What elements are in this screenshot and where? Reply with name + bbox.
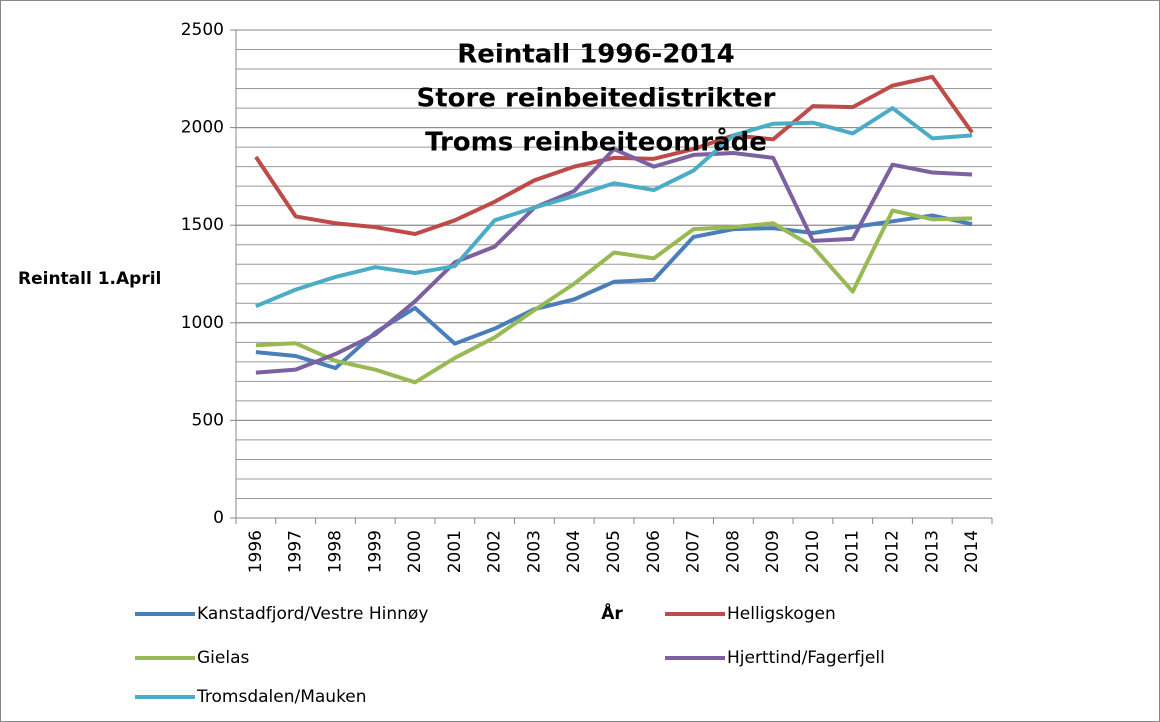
legend-label: Hjerttind/Fagerfjell (727, 648, 885, 668)
x-tick-label: 2000 (405, 530, 425, 573)
series-line (254, 74, 974, 236)
x-tick-label: 2010 (803, 530, 823, 573)
legend-label: Tromsdalen/Mauken (196, 687, 367, 707)
x-tick-label: 2003 (524, 530, 544, 573)
x-tick-label: 2014 (962, 530, 982, 573)
x-tick-label: 2001 (445, 530, 465, 573)
y-tick-label: 2500 (181, 20, 224, 40)
x-tick-label: 2009 (763, 530, 783, 573)
x-tick-label: 2012 (883, 530, 903, 573)
y-tick-label: 0 (213, 508, 224, 528)
legend-label: Gielas (197, 648, 249, 668)
series-line (255, 208, 973, 385)
lines (254, 74, 974, 385)
series-line (255, 106, 973, 309)
x-tick-label: 1997 (286, 530, 306, 573)
x-tick-label: 2004 (564, 530, 584, 573)
chart-title: Reintall 1996-2014 (457, 40, 734, 70)
y-tick-label: 2000 (181, 118, 224, 138)
x-tick-label: 2008 (723, 530, 743, 573)
chart-title: Store reinbeitedistrikter (417, 84, 776, 114)
x-tick-label: 2005 (604, 530, 624, 573)
x-tick-label: 2011 (843, 530, 863, 573)
x-tick-label: 2007 (684, 530, 704, 573)
legend-label: Helligskogen (727, 604, 836, 624)
x-tick-label: 2002 (485, 530, 505, 573)
chart-title: Troms reinbeiteområde (425, 126, 767, 158)
y-tick-label: 500 (192, 410, 224, 430)
x-tick-label: 1999 (365, 530, 385, 573)
x-tick-label: 2006 (644, 530, 664, 573)
y-axis-label: Reintall 1.April (18, 269, 161, 289)
legend-label: Kanstadfjord/Vestre Hinnøy (197, 604, 428, 624)
x-axis-label: År (601, 601, 623, 624)
y-tick-label: 1000 (181, 313, 224, 333)
x-tick-label: 2013 (922, 530, 942, 573)
y-tick-label: 1500 (181, 215, 224, 235)
x-tick-label: 1996 (246, 530, 266, 573)
x-tick-label: 1998 (325, 530, 345, 573)
series-line (255, 147, 973, 375)
